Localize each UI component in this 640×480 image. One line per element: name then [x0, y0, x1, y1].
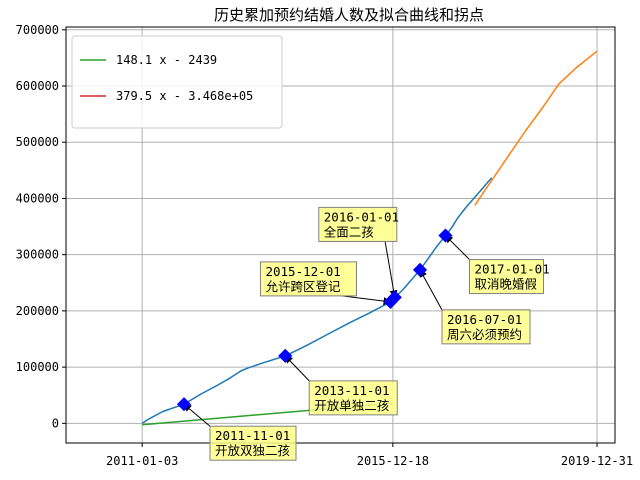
y-tick-label: 700000 [16, 23, 59, 37]
y-tick-label: 0 [52, 416, 59, 430]
annotation-arrow [342, 295, 392, 306]
annotation-label: 2011-11-01 [215, 428, 290, 443]
annotation-label: 开放单独二孩 [314, 398, 389, 413]
annotation-box [318, 206, 398, 242]
annotation-label: 全面二孩 [324, 224, 374, 239]
annotation-box [259, 261, 357, 297]
annotation-box [209, 425, 297, 461]
annotation-label: 2016-07-01 [447, 312, 522, 327]
y-tick-label: 300000 [16, 248, 59, 262]
annotation-label: 2013-11-01 [314, 383, 389, 398]
x-tick-label: 2011-01-03 [106, 454, 178, 468]
annotation-arrow [183, 403, 211, 427]
x-tick-label: 2015-12-18 [357, 454, 429, 468]
event-marker [278, 348, 293, 363]
annotation-arrow [444, 234, 470, 260]
tick-layer: 2011-01-03 2015-12-18 2019-12-31 0 100000 200… [16, 23, 633, 468]
y-tick-label: 500000 [16, 135, 59, 149]
legend: 148.1 x - 2439 379.5 x - 3.468e+05 [71, 35, 283, 129]
series-line-1 [474, 50, 598, 206]
event-marker [412, 262, 428, 277]
annotation-label: 2016-01-01 [324, 209, 399, 224]
x-tick-label: 2019-12-31 [561, 454, 633, 468]
legend-label: 379.5 x - 3.468e+05 [116, 89, 253, 103]
annotation-label: 周六必须预约 [447, 327, 522, 342]
event-marker [176, 397, 192, 412]
annotation-label: 取消晚婚假 [474, 277, 537, 292]
annotation-label: 开放双独二孩 [215, 443, 290, 458]
y-tick-label: 100000 [16, 360, 59, 374]
legend-label: 148.1 x - 2439 [116, 53, 217, 67]
chart-title: 历史累加预约结婚人数及拟合曲线和拐点 [214, 6, 484, 24]
annotation-arrow [419, 268, 443, 311]
y-tick-label: 200000 [16, 304, 59, 318]
annotation-arrow [284, 355, 310, 382]
annotation-box [441, 309, 531, 345]
annotation-label: 允许跨区登记 [265, 279, 341, 294]
y-tick-label: 400000 [16, 191, 59, 205]
event-marker [438, 228, 453, 243]
annotation-label: 2017-01-01 [474, 262, 549, 277]
annotation-box [308, 380, 398, 416]
y-tick-label: 600000 [16, 79, 59, 93]
event-marker [387, 290, 402, 305]
legend-box [71, 35, 283, 129]
annotation-box [468, 259, 544, 295]
annotation-arrow [384, 241, 398, 299]
annotation-label: 2015-12-01 [265, 264, 340, 279]
series-line-0 [141, 177, 493, 424]
plot-frame [65, 26, 616, 444]
